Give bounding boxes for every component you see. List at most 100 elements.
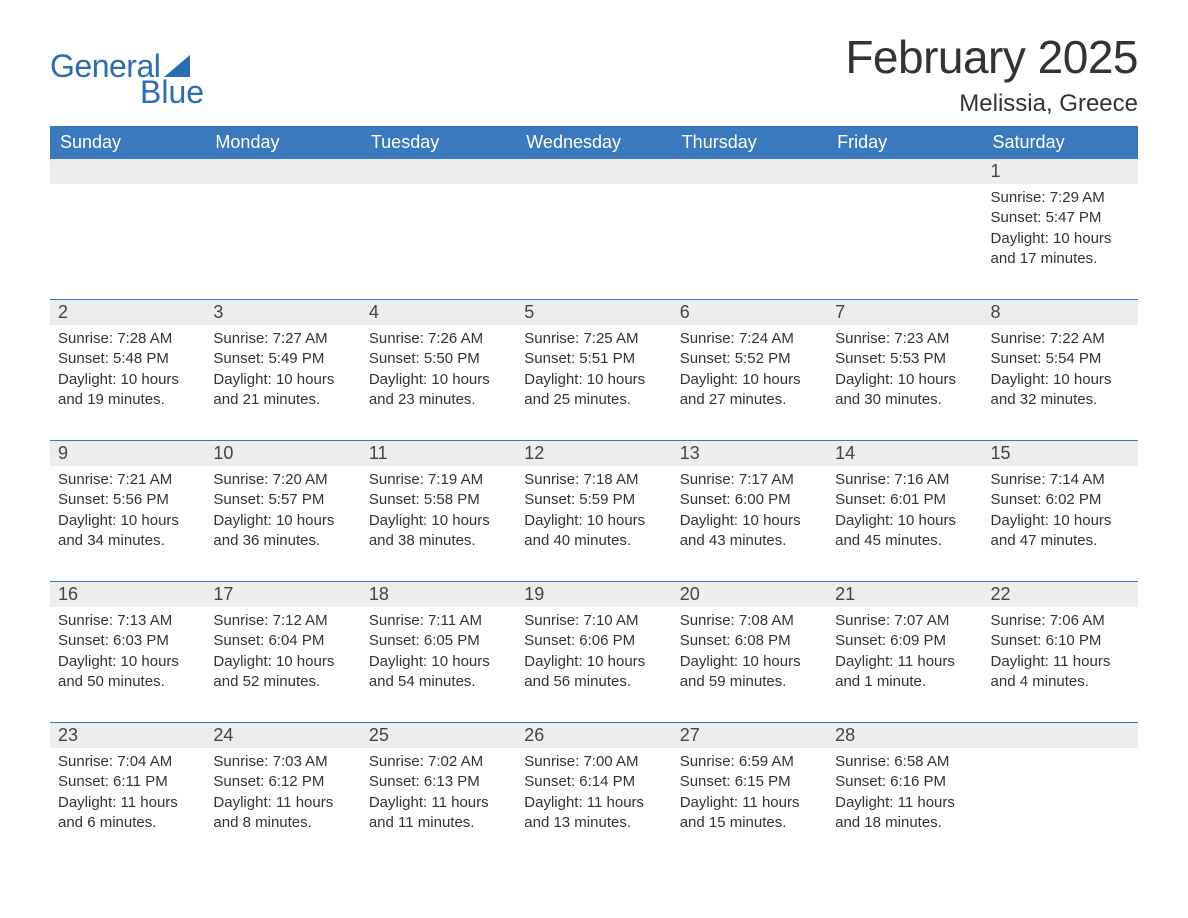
day-number-cell (983, 723, 1138, 748)
day1-text: Daylight: 10 hours (369, 511, 508, 531)
day2-text: and 19 minutes. (58, 390, 197, 410)
day-detail-cell: Sunrise: 7:13 AMSunset: 6:03 PMDaylight:… (50, 607, 205, 723)
day1-text: Daylight: 11 hours (835, 652, 974, 672)
sunrise-text: Sunrise: 7:21 AM (58, 470, 197, 490)
sunrise-text: Sunrise: 7:23 AM (835, 329, 974, 349)
day-number-cell: 22 (983, 582, 1138, 607)
day-number-cell: 15 (983, 441, 1138, 466)
sunset-text: Sunset: 6:05 PM (369, 631, 508, 651)
day-detail-cell: Sunrise: 7:19 AMSunset: 5:58 PMDaylight:… (361, 466, 516, 582)
sunrise-text: Sunrise: 7:24 AM (680, 329, 819, 349)
col-wednesday: Wednesday (516, 126, 671, 159)
day2-text: and 8 minutes. (213, 813, 352, 833)
day1-text: Daylight: 10 hours (524, 652, 663, 672)
day-number-cell: 1 (983, 159, 1138, 184)
sunset-text: Sunset: 6:11 PM (58, 772, 197, 792)
day2-text: and 17 minutes. (991, 249, 1130, 269)
day-detail-cell: Sunrise: 7:18 AMSunset: 5:59 PMDaylight:… (516, 466, 671, 582)
sunrise-text: Sunrise: 7:28 AM (58, 329, 197, 349)
sunset-text: Sunset: 6:00 PM (680, 490, 819, 510)
sunset-text: Sunset: 5:48 PM (58, 349, 197, 369)
day1-text: Daylight: 10 hours (835, 511, 974, 531)
day2-text: and 36 minutes. (213, 531, 352, 551)
sunset-text: Sunset: 5:54 PM (991, 349, 1130, 369)
calendar-table: Sunday Monday Tuesday Wednesday Thursday… (50, 126, 1138, 863)
col-saturday: Saturday (983, 126, 1138, 159)
day-detail-cell (516, 184, 671, 300)
day-number-cell: 9 (50, 441, 205, 466)
day-number-cell (672, 159, 827, 184)
day1-text: Daylight: 10 hours (991, 370, 1130, 390)
day2-text: and 30 minutes. (835, 390, 974, 410)
day-number-cell (516, 159, 671, 184)
sunset-text: Sunset: 5:57 PM (213, 490, 352, 510)
day-number-row: 1 (50, 159, 1138, 184)
sunrise-text: Sunrise: 7:11 AM (369, 611, 508, 631)
day-detail-cell: Sunrise: 7:12 AMSunset: 6:04 PMDaylight:… (205, 607, 360, 723)
day-detail-cell: Sunrise: 7:00 AMSunset: 6:14 PMDaylight:… (516, 748, 671, 863)
sunset-text: Sunset: 6:12 PM (213, 772, 352, 792)
sunset-text: Sunset: 5:58 PM (369, 490, 508, 510)
day-detail-row: Sunrise: 7:21 AMSunset: 5:56 PMDaylight:… (50, 466, 1138, 582)
day1-text: Daylight: 11 hours (213, 793, 352, 813)
title-block: February 2025 Melissia, Greece (845, 30, 1138, 118)
day-number-cell: 25 (361, 723, 516, 748)
day-number-cell: 18 (361, 582, 516, 607)
day1-text: Daylight: 11 hours (524, 793, 663, 813)
sunset-text: Sunset: 6:08 PM (680, 631, 819, 651)
day-number-cell: 23 (50, 723, 205, 748)
day2-text: and 6 minutes. (58, 813, 197, 833)
day1-text: Daylight: 11 hours (680, 793, 819, 813)
day-detail-cell: Sunrise: 7:22 AMSunset: 5:54 PMDaylight:… (983, 325, 1138, 441)
day1-text: Daylight: 11 hours (835, 793, 974, 813)
day1-text: Daylight: 10 hours (58, 652, 197, 672)
day-detail-row: Sunrise: 7:04 AMSunset: 6:11 PM Daylight:… (50, 748, 1138, 863)
sunrise-text: Sunrise: 7:10 AM (524, 611, 663, 631)
logo-word-2: Blue (140, 76, 204, 108)
day-number-cell: 17 (205, 582, 360, 607)
day-detail-cell (50, 184, 205, 300)
day-number-cell: 3 (205, 300, 360, 325)
day-detail-cell: Sunrise: 7:02 AMSunset: 6:13 PMDaylight:… (361, 748, 516, 863)
day2-text: and 13 minutes. (524, 813, 663, 833)
day2-text: and 27 minutes. (680, 390, 819, 410)
day2-text: and 25 minutes. (524, 390, 663, 410)
day-detail-cell: Sunrise: 7:17 AMSunset: 6:00 PMDaylight:… (672, 466, 827, 582)
day2-text: and 15 minutes. (680, 813, 819, 833)
sunrise-text: Sunrise: 7:04 AM (58, 752, 197, 772)
day-detail-cell: Sunrise: 7:14 AMSunset: 6:02 PMDaylight:… (983, 466, 1138, 582)
sunrise-text: Sunrise: 7:18 AM (524, 470, 663, 490)
day-number-cell: 24 (205, 723, 360, 748)
day-number-cell: 10 (205, 441, 360, 466)
day1-text: Daylight: 10 hours (524, 370, 663, 390)
day-number-cell (50, 159, 205, 184)
day-detail-cell: Sunrise: 7:03 AMSunset: 6:12 PMDaylight:… (205, 748, 360, 863)
day1-text: Daylight: 10 hours (680, 511, 819, 531)
day-detail-row: Sunrise: 7:13 AMSunset: 6:03 PMDaylight:… (50, 607, 1138, 723)
sunset-text: Sunset: 6:15 PM (680, 772, 819, 792)
day1-text: Daylight: 10 hours (58, 511, 197, 531)
sunset-text: Sunset: 5:59 PM (524, 490, 663, 510)
day-number-cell (827, 159, 982, 184)
day1-text: Daylight: 10 hours (369, 652, 508, 672)
day-number-cell: 21 (827, 582, 982, 607)
day1-text: Daylight: 11 hours (369, 793, 508, 813)
sunrise-text: Sunrise: 7:16 AM (835, 470, 974, 490)
sunrise-text: Sunrise: 7:25 AM (524, 329, 663, 349)
sunset-text: Sunset: 6:09 PM (835, 631, 974, 651)
day-detail-cell: Sunrise: 7:16 AMSunset: 6:01 PMDaylight:… (827, 466, 982, 582)
sunset-text: Sunset: 6:02 PM (991, 490, 1130, 510)
day-detail-cell: Sunrise: 7:10 AMSunset: 6:06 PMDaylight:… (516, 607, 671, 723)
sunset-text: Sunset: 6:01 PM (835, 490, 974, 510)
col-tuesday: Tuesday (361, 126, 516, 159)
day2-text: and 54 minutes. (369, 672, 508, 692)
day-number-cell: 6 (672, 300, 827, 325)
day2-text: and 59 minutes. (680, 672, 819, 692)
day-detail-cell: Sunrise: 7:11 AMSunset: 6:05 PMDaylight:… (361, 607, 516, 723)
day2-text: and 47 minutes. (991, 531, 1130, 551)
sunset-text: Sunset: 6:13 PM (369, 772, 508, 792)
day-number-cell: 19 (516, 582, 671, 607)
day1-text: Daylight: 10 hours (991, 229, 1130, 249)
day1-text: Daylight: 10 hours (369, 370, 508, 390)
sunset-text: Sunset: 6:04 PM (213, 631, 352, 651)
